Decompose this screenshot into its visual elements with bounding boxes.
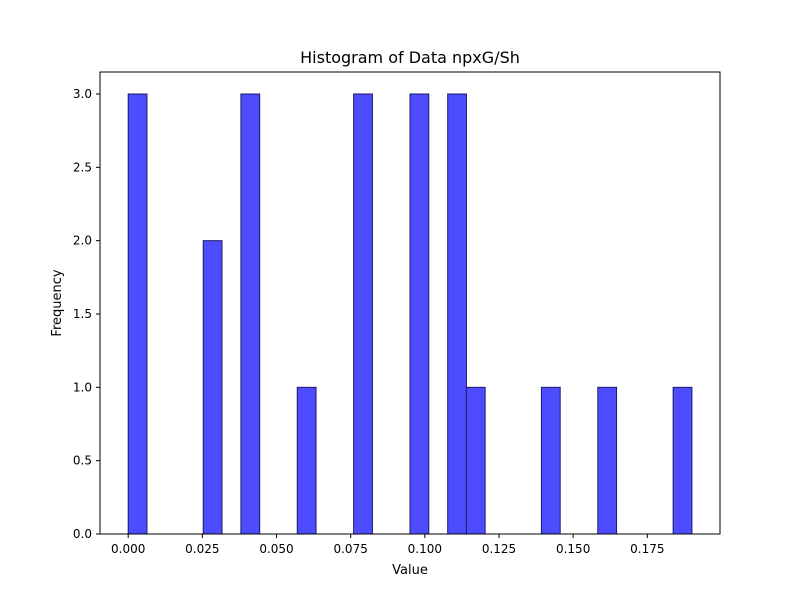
chart-title: Histogram of Data npxG/Sh <box>300 48 520 67</box>
x-tick-label: 0.150 <box>556 542 590 556</box>
x-tick-label: 0.075 <box>333 542 367 556</box>
histogram-bar-4 <box>353 93 373 535</box>
histogram-bar-3 <box>296 386 317 535</box>
x-tick-label: 0.025 <box>185 542 219 556</box>
x-axis-label: Value <box>392 563 428 578</box>
bars-group <box>127 93 693 535</box>
histogram-bar-8 <box>540 386 561 535</box>
histogram-bar-9 <box>597 386 618 535</box>
y-tick-label: 3.0 <box>73 87 92 101</box>
x-axis-ticks: 0.000 0.025 0.050 0.075 0.100 0.125 0.150 0.175 <box>111 534 665 556</box>
plot-frame <box>99 71 721 535</box>
histogram-bar-5 <box>409 93 430 535</box>
y-tick-label: 0.5 <box>73 454 92 468</box>
x-tick-label: 0.175 <box>630 542 664 556</box>
x-tick-label: 0.125 <box>482 542 516 556</box>
y-tick-label: 2.5 <box>73 160 92 174</box>
histogram-bar-0 <box>127 93 148 535</box>
histogram-bar-6 <box>447 93 467 535</box>
histogram-bar-10 <box>672 386 693 535</box>
y-tick-label: 0.0 <box>73 527 92 541</box>
y-tick-label: 2.0 <box>73 234 92 248</box>
histogram-bar-7 <box>465 386 486 535</box>
y-tick-label: 1.0 <box>73 380 92 394</box>
histogram-bar-2 <box>240 93 261 535</box>
x-tick-label: 0.050 <box>259 542 293 556</box>
y-tick-label: 1.5 <box>73 307 92 321</box>
histogram-bar-1 <box>202 240 223 535</box>
x-tick-label: 0.100 <box>408 542 442 556</box>
y-axis-ticks: 0.0 0.5 1.0 1.5 2.0 2.5 3.0 <box>73 87 100 541</box>
y-axis-label: Frequency <box>50 269 65 336</box>
x-tick-label: 0.000 <box>111 542 145 556</box>
